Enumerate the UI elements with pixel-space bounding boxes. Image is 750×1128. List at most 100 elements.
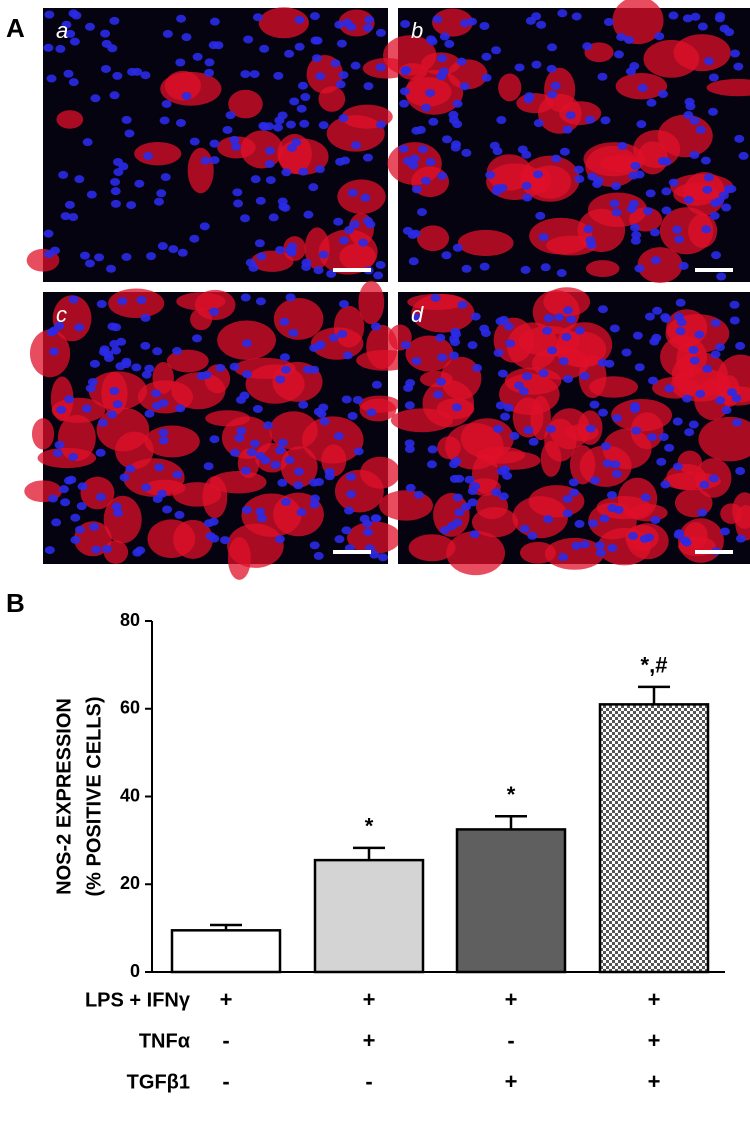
nucleus — [338, 114, 349, 123]
nucleus — [519, 524, 530, 533]
nucleus — [140, 341, 151, 350]
nucleus — [151, 389, 162, 398]
nucleus — [369, 550, 380, 559]
nucleus — [538, 233, 549, 242]
cell-body — [144, 425, 200, 458]
nucleus — [681, 394, 692, 403]
nucleus — [353, 447, 364, 456]
nucleus — [63, 476, 74, 485]
nucleus — [690, 12, 701, 21]
nucleus — [649, 228, 660, 237]
nucleus — [461, 148, 472, 157]
nucleus — [346, 490, 357, 499]
cell-body — [302, 416, 364, 464]
nucleus — [172, 470, 183, 479]
nucleus — [561, 333, 572, 342]
nucleus — [259, 44, 270, 53]
nucleus — [571, 12, 582, 21]
cell-body — [57, 414, 96, 461]
nucleus — [416, 208, 427, 217]
y-axis-label: (% POSITIVE CELLS) — [83, 696, 105, 896]
nucleus — [143, 152, 154, 161]
nucleus — [111, 346, 122, 355]
nucleus — [209, 139, 220, 148]
nucleus — [222, 125, 233, 134]
nucleus — [248, 263, 259, 272]
nucleus — [234, 433, 245, 442]
nucleus — [299, 119, 310, 128]
nucleus — [617, 141, 628, 150]
nucleus — [249, 439, 260, 448]
nucleus — [611, 208, 622, 217]
nucleus — [285, 120, 296, 129]
nucleus — [574, 519, 585, 528]
nucleus — [64, 395, 75, 404]
nucleus — [547, 90, 558, 99]
nucleus — [509, 431, 520, 440]
nucleus — [694, 330, 705, 339]
nucleus — [451, 457, 462, 466]
nucleus — [208, 307, 219, 316]
cell-body — [227, 537, 251, 580]
cell-body — [358, 280, 385, 325]
nucleus — [623, 35, 634, 44]
nucleus — [48, 494, 59, 503]
cell-body — [493, 317, 534, 363]
nucleus — [438, 67, 449, 76]
cell-body — [417, 225, 450, 252]
nucleus — [277, 478, 288, 487]
nucleus — [101, 39, 112, 48]
nucleus — [113, 508, 124, 517]
y-tick-label: 0 — [130, 961, 140, 981]
nucleus — [522, 372, 533, 381]
cell-body — [512, 397, 544, 438]
nucleus — [498, 315, 509, 324]
nucleus — [461, 264, 472, 273]
nucleus — [160, 173, 171, 182]
nucleus — [470, 482, 481, 491]
nucleus — [562, 125, 573, 134]
nucleus — [726, 388, 737, 397]
cell-body — [347, 521, 402, 554]
nucleus — [255, 507, 266, 516]
nucleus — [588, 519, 599, 528]
nucleus — [131, 363, 142, 372]
nucleus — [637, 83, 648, 92]
nucleus — [79, 251, 90, 260]
nucleus — [664, 384, 675, 393]
treatment-sign: + — [648, 1028, 661, 1053]
cell-body — [173, 519, 213, 559]
nucleus — [461, 502, 472, 511]
nucleus — [152, 494, 163, 503]
nucleus — [310, 494, 321, 503]
nucleus — [229, 135, 240, 144]
nucleus — [702, 364, 713, 373]
nucleus — [362, 23, 373, 32]
nucleus — [718, 191, 729, 200]
nucleus — [710, 350, 721, 359]
nucleus — [565, 111, 576, 120]
nucleus — [479, 21, 490, 30]
nucleus — [430, 293, 441, 302]
nucleus — [425, 89, 436, 98]
nucleus — [404, 401, 415, 410]
nucleus — [162, 505, 173, 514]
nucleus — [124, 129, 135, 138]
error-bar — [495, 814, 527, 830]
nucleus — [168, 245, 179, 254]
nucleus — [405, 483, 416, 492]
treatment-name: TNFα — [139, 1030, 191, 1052]
nucleus — [115, 362, 126, 371]
nucleus — [358, 238, 369, 247]
nucleus — [449, 474, 460, 483]
nucleus — [256, 252, 267, 261]
nucleus — [84, 259, 95, 268]
nucleus — [636, 120, 647, 129]
nucleus — [520, 265, 531, 274]
nucleus — [634, 363, 645, 372]
nucleus — [452, 99, 463, 108]
cell-body — [475, 493, 509, 520]
nucleus — [661, 157, 672, 166]
nucleus — [432, 15, 443, 24]
y-tick-label: 80 — [120, 610, 140, 630]
